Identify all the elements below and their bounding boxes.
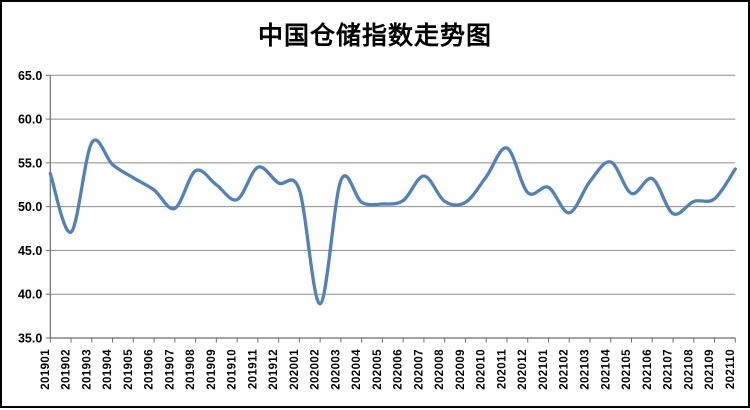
y-axis-tick-label: 35.0 — [18, 332, 42, 346]
y-axis-tick-label: 45.0 — [18, 244, 42, 258]
x-axis-category-label: 202107 — [663, 349, 675, 390]
x-axis-category-label: 202012 — [517, 349, 529, 390]
x-axis-category-label: 201906 — [144, 349, 156, 390]
x-axis-category-label: 202110 — [725, 349, 737, 389]
x-axis-category-label: 202004 — [351, 349, 363, 390]
x-axis-category-label: 202002 — [310, 349, 322, 390]
x-axis-category-label: 202101 — [538, 349, 550, 390]
y-axis-tick-label: 40.0 — [18, 288, 42, 302]
x-axis-category-label: 202105 — [621, 349, 633, 390]
x-axis-category-label: 201910 — [227, 349, 239, 390]
x-axis-category-label: 202007 — [413, 349, 425, 390]
chart-title: 中国仓储指数走势图 — [257, 22, 492, 50]
x-axis-category-label: 202005 — [372, 349, 384, 390]
x-axis-category-label: 202109 — [704, 349, 716, 390]
x-axis-category-label: 202006 — [393, 349, 405, 390]
x-axis-category-label: 201908 — [185, 349, 197, 390]
x-axis-category-label: 201905 — [123, 349, 135, 390]
x-axis-category-label: 202108 — [683, 349, 695, 390]
x-axis-category-label: 201911 — [247, 349, 259, 389]
x-axis-category-label: 202103 — [579, 349, 591, 390]
y-axis-tick-label: 55.0 — [18, 156, 42, 170]
x-axis-category-label: 202009 — [455, 349, 467, 390]
x-axis-category-label: 201907 — [164, 349, 176, 390]
x-axis-category-label: 202104 — [600, 349, 612, 390]
x-axis-category-label: 202001 — [289, 349, 301, 390]
x-axis-category-label: 202010 — [476, 349, 488, 390]
y-axis-tick-label: 50.0 — [18, 200, 42, 214]
x-axis-category-label: 201909 — [206, 349, 218, 390]
x-axis-category-label: 202102 — [559, 349, 571, 390]
x-axis-category-label: 202011 — [496, 349, 508, 389]
x-axis-category-label: 201904 — [102, 349, 114, 390]
y-axis-tick-label: 65.0 — [18, 69, 42, 83]
x-axis-category-label: 202008 — [434, 349, 446, 390]
x-axis-category-label: 201903 — [81, 349, 93, 390]
index-trend-line — [48, 138, 737, 306]
x-axis-category-label: 201901 — [40, 349, 52, 390]
y-axis-tick-label: 60.0 — [18, 113, 42, 127]
x-axis-category-label: 202106 — [642, 349, 654, 390]
x-axis-category-label: 202003 — [330, 349, 342, 390]
x-axis-category-label: 201912 — [268, 349, 280, 390]
x-axis-category-label: 201902 — [61, 349, 73, 390]
